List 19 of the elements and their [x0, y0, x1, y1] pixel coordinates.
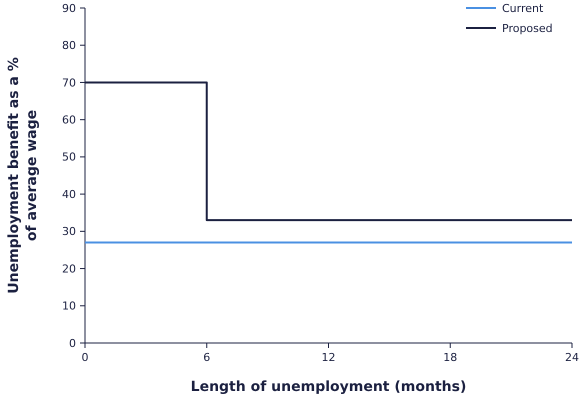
x-tick-label: 12: [322, 351, 336, 364]
y-tick-label: 90: [62, 2, 76, 15]
x-axis-title: Length of unemployment (months): [190, 379, 466, 395]
y-tick-label: 60: [62, 114, 76, 127]
y-tick-label: 0: [69, 336, 76, 350]
x-tick-label: 24: [565, 351, 579, 364]
y-axis-title: Unemployment benefit as a % of average wage: [6, 57, 40, 294]
x-tick-label: 18: [443, 351, 458, 364]
y-tick-label: 70: [62, 76, 76, 90]
y-tick-label: 40: [62, 188, 76, 201]
legend-label: Proposed: [502, 22, 553, 35]
x-tick-label: 0: [82, 351, 88, 364]
y-tick-label: 80: [62, 39, 76, 52]
y-tick-label: 30: [62, 225, 76, 238]
y-tick-label: 10: [62, 300, 76, 313]
y-tick-label: 50: [62, 150, 76, 164]
x-tick-label: 6: [203, 351, 210, 364]
legend-label: Current: [502, 2, 544, 15]
y-tick-label: 20: [62, 262, 76, 276]
